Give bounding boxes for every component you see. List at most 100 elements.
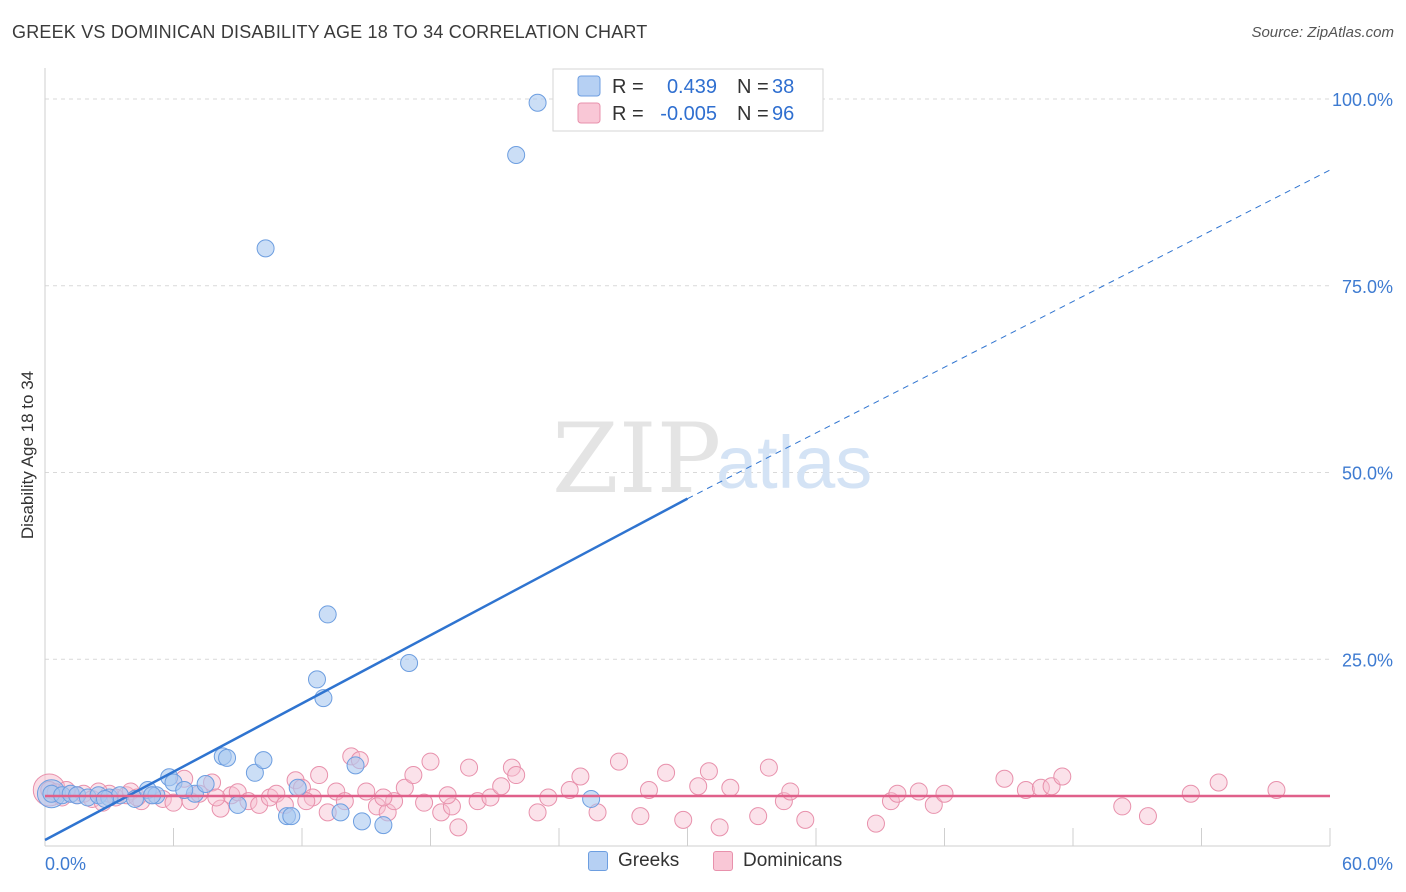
legend-item-greeks: Greeks	[588, 850, 679, 872]
greeks-point	[507, 146, 526, 165]
greeks-point	[346, 756, 365, 775]
dominicans-point	[539, 788, 558, 807]
legend-n-label-greeks: N =	[737, 76, 769, 98]
watermark-atlas: atlas	[716, 421, 872, 504]
greeks-point	[245, 763, 264, 782]
legend-label-greeks: Greeks	[618, 850, 680, 871]
greeks-point	[288, 778, 307, 797]
dominicans-point	[560, 780, 579, 799]
legend-r-value-greeks: 0.439	[667, 76, 717, 98]
dominicans-point	[1209, 773, 1228, 792]
dominicans-point	[211, 799, 230, 818]
source-credit: Source: ZipAtlas.com	[1251, 24, 1394, 41]
dominicans-point	[631, 807, 650, 826]
dominicans-point	[421, 752, 440, 771]
correlation-legend: R = 0.439 N = 38 R = -0.005 N = 96	[552, 68, 824, 132]
dominicans-point	[674, 810, 693, 829]
dominicans-point	[1053, 767, 1072, 786]
axes	[44, 68, 1331, 847]
greeks-point	[374, 816, 393, 835]
dominicans-point	[357, 782, 376, 801]
dominicans-point	[1016, 780, 1035, 799]
dominicans-point	[367, 797, 386, 816]
legend-label-dominicans: Dominicans	[743, 850, 843, 871]
dominicans-point	[432, 803, 451, 822]
trend-lines	[44, 169, 1331, 842]
greeks-point	[196, 774, 215, 793]
dominicans-point	[609, 752, 628, 771]
y-tick-label: 75.0%	[1342, 277, 1393, 297]
dominicans-point	[1113, 797, 1132, 816]
dominicans-point	[1138, 807, 1157, 826]
greeks-trend-line	[44, 497, 689, 842]
legend-r-label-dominicans: R =	[612, 103, 644, 125]
dominicans-point	[796, 810, 815, 829]
dominicans-point	[759, 758, 778, 777]
watermark-zip: ZIP	[552, 403, 721, 515]
greeks-point	[352, 812, 371, 831]
dominicans-point	[866, 814, 885, 833]
dominicans-point	[374, 788, 393, 807]
greeks-point	[318, 605, 337, 624]
greeks-point	[331, 803, 350, 822]
dominicans-point	[909, 782, 928, 801]
x-tick-label: 0.0%	[45, 854, 86, 874]
grid-lines	[45, 98, 1330, 660]
legend-n-value-dominicans: 96	[772, 103, 794, 125]
greeks-point	[282, 807, 301, 826]
greeks-swatch	[588, 851, 608, 871]
x-tick-label: 60.0%	[1342, 854, 1393, 874]
dominicans-point	[639, 780, 658, 799]
legend-swatch-dominicans	[577, 102, 601, 124]
dominicans-point	[207, 788, 226, 807]
legend-r-value-dominicans: -0.005	[660, 103, 717, 125]
greeks-point	[528, 93, 547, 112]
watermark: ZIP atlas	[552, 403, 872, 515]
dominicans-point	[721, 778, 740, 797]
dominicans-point	[888, 784, 907, 803]
greeks-trend-extension	[687, 169, 1331, 500]
dominicans-point	[935, 784, 954, 803]
dominicans-point	[710, 818, 729, 837]
dominicans-point	[481, 788, 500, 807]
dominicans-point	[699, 762, 718, 781]
y-tick-label: 100.0%	[1332, 90, 1393, 110]
greeks-point	[582, 789, 601, 808]
dominicans-point	[749, 807, 768, 826]
legend-r-label-greeks: R =	[612, 76, 644, 98]
legend-item-dominicans: Dominicans	[713, 850, 842, 872]
y-tick-label: 25.0%	[1342, 650, 1393, 670]
greeks-point	[307, 670, 326, 689]
dominicans-point	[1267, 780, 1286, 799]
dominicans-point	[404, 766, 423, 785]
tick-labels: 25.0% 50.0% 75.0% 100.0% 0.0% 60.0%	[45, 90, 1393, 874]
dominicans-point	[415, 793, 434, 812]
dominicans-point	[449, 818, 468, 837]
y-tick-label: 50.0%	[1342, 464, 1393, 484]
greeks-point	[218, 748, 237, 767]
greeks-point	[175, 780, 194, 799]
greeks-point	[256, 239, 275, 258]
dominicans-point	[528, 803, 547, 822]
dominicans-point	[492, 777, 511, 796]
dominicans-point	[571, 767, 590, 786]
dominicans-point	[1181, 784, 1200, 803]
greeks-point	[228, 795, 247, 814]
dominicans-point	[507, 766, 526, 785]
greeks-points	[36, 93, 601, 835]
series-legend: Greeks Dominicans	[0, 850, 1406, 880]
legend-n-value-greeks: 38	[772, 76, 794, 98]
legend-swatch-greeks	[577, 75, 601, 97]
greeks-point	[400, 653, 419, 672]
greeks-point	[254, 751, 273, 770]
dominicans-point	[310, 766, 329, 785]
dominicans-point	[460, 758, 479, 777]
legend-n-label-dominicans: N =	[737, 103, 769, 125]
dominicans-point	[689, 777, 708, 796]
dominicans-point	[995, 769, 1014, 788]
dominicans-point	[781, 782, 800, 801]
dominicans-swatch	[713, 851, 733, 871]
chart-title: GREEK VS DOMINICAN DISABILITY AGE 18 TO …	[12, 22, 648, 42]
dominicans-point	[442, 797, 461, 816]
